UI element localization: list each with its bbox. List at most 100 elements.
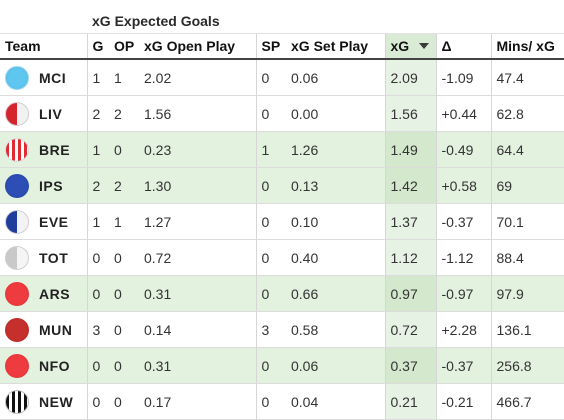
team-cell[interactable]: MCI <box>0 59 87 96</box>
cell-mins-per-xg: 136.1 <box>490 311 564 348</box>
table-row[interactable]: LIV 2 2 1.56 0 0.00 1.56 +0.44 62.8 <box>0 95 564 132</box>
team-badge-ips-icon <box>5 173 29 198</box>
team-badge-eve-icon <box>5 209 29 234</box>
cell-xg: 1.37 <box>384 203 436 240</box>
team-name: LIV <box>39 105 63 122</box>
cell-delta: -0.37 <box>435 203 491 240</box>
cell-xg-open-play: 0.72 <box>139 239 256 276</box>
cell-xg-open-play: 0.31 <box>139 347 256 384</box>
cell-xg-open-play: 1.56 <box>139 95 256 132</box>
sort-down-arrow-icon[interactable] <box>419 43 430 50</box>
cell-delta: +2.28 <box>435 311 491 348</box>
table-row[interactable]: NFO 0 0 0.31 0 0.06 0.37 -0.37 256.8 <box>0 347 564 384</box>
cell-xg-set-play: 0.06 <box>286 59 385 96</box>
team-cell[interactable]: NEW <box>0 383 87 420</box>
cell-sp: 0 <box>255 347 286 384</box>
team-badge-tot-icon <box>5 245 29 270</box>
cell-delta: -0.21 <box>435 383 491 420</box>
cell-sp: 0 <box>255 383 286 420</box>
cell-g: 0 <box>86 347 109 384</box>
team-name: BRE <box>39 141 71 158</box>
team-name: ARS <box>39 285 71 302</box>
team-name: TOT <box>39 249 69 266</box>
table-row[interactable]: EVE 1 1 1.27 0 0.10 1.37 -0.37 70.1 <box>0 203 564 240</box>
cell-xg-open-play: 1.30 <box>139 167 256 204</box>
cell-xg-set-play: 1.26 <box>286 131 385 168</box>
table-row[interactable]: IPS 2 2 1.30 0 0.13 1.42 +0.58 69 <box>0 167 564 204</box>
cell-g: 2 <box>86 167 109 204</box>
cell-xg-open-play: 0.31 <box>139 275 256 312</box>
cell-xg-set-play: 0.04 <box>286 383 385 420</box>
cell-xg-set-play: 0.40 <box>286 239 385 276</box>
team-cell[interactable]: TOT <box>0 239 87 276</box>
cell-g: 1 <box>86 59 109 96</box>
table-row[interactable]: TOT 0 0 0.72 0 0.40 1.12 -1.12 88.4 <box>0 239 564 276</box>
team-name: MCI <box>39 69 67 86</box>
team-name: MUN <box>39 321 73 338</box>
team-cell[interactable]: NFO <box>0 347 87 384</box>
cell-sp: 0 <box>255 239 286 276</box>
cell-delta: -1.12 <box>435 239 491 276</box>
column-header-xg[interactable]: xG <box>384 33 436 60</box>
column-header-xg-open-play[interactable]: xG Open Play <box>139 33 256 60</box>
cell-op: 0 <box>109 311 139 348</box>
cell-sp: 0 <box>255 59 286 96</box>
group-header-xg-expected-goals: xG Expected Goals <box>92 13 220 29</box>
cell-xg-set-play: 0.06 <box>286 347 385 384</box>
cell-g: 2 <box>86 95 109 132</box>
column-header-delta[interactable]: Δ <box>435 33 491 60</box>
team-cell[interactable]: ARS <box>0 275 87 312</box>
column-group-header-row: xG Expected Goals <box>0 0 564 34</box>
cell-sp: 0 <box>255 275 286 312</box>
column-header-team[interactable]: Team <box>0 33 87 60</box>
cell-xg-set-play: 0.66 <box>286 275 385 312</box>
table-row[interactable]: MUN 3 0 0.14 3 0.58 0.72 +2.28 136.1 <box>0 311 564 348</box>
team-cell[interactable]: IPS <box>0 167 87 204</box>
cell-op: 0 <box>109 347 139 384</box>
cell-mins-per-xg: 47.4 <box>490 59 564 96</box>
cell-xg: 2.09 <box>384 59 436 96</box>
cell-delta: +0.44 <box>435 95 491 132</box>
column-header-sp[interactable]: SP <box>255 33 286 60</box>
team-name: NEW <box>39 393 74 410</box>
team-badge-mci-icon <box>5 65 29 90</box>
cell-op: 0 <box>109 275 139 312</box>
cell-xg-open-play: 0.23 <box>139 131 256 168</box>
table-row[interactable]: MCI 1 1 2.02 0 0.06 2.09 -1.09 47.4 <box>0 59 564 96</box>
cell-mins-per-xg: 88.4 <box>490 239 564 276</box>
cell-xg-set-play: 0.00 <box>286 95 385 132</box>
team-cell[interactable]: EVE <box>0 203 87 240</box>
team-cell[interactable]: MUN <box>0 311 87 348</box>
table-row[interactable]: NEW 0 0 0.17 0 0.04 0.21 -0.21 466.7 <box>0 383 564 420</box>
cell-g: 1 <box>86 203 109 240</box>
cell-op: 0 <box>109 239 139 276</box>
cell-delta: +0.58 <box>435 167 491 204</box>
table-row[interactable]: ARS 0 0 0.31 0 0.66 0.97 -0.97 97.9 <box>0 275 564 312</box>
column-header-g[interactable]: G <box>86 33 109 60</box>
cell-delta: -1.09 <box>435 59 491 96</box>
cell-xg: 0.37 <box>384 347 436 384</box>
column-header-xg-set-play[interactable]: xG Set Play <box>286 33 385 60</box>
cell-sp: 3 <box>255 311 286 348</box>
cell-sp: 1 <box>255 131 286 168</box>
team-cell[interactable]: LIV <box>0 95 87 132</box>
team-badge-nfo-icon <box>5 353 29 378</box>
cell-op: 1 <box>109 59 139 96</box>
cell-xg: 0.21 <box>384 383 436 420</box>
team-badge-bre-icon <box>5 137 29 162</box>
table-row[interactable]: BRE 1 0 0.23 1 1.26 1.49 -0.49 64.4 <box>0 131 564 168</box>
cell-mins-per-xg: 62.8 <box>490 95 564 132</box>
column-header-op[interactable]: OP <box>109 33 139 60</box>
cell-g: 0 <box>86 275 109 312</box>
cell-delta: -0.97 <box>435 275 491 312</box>
team-cell[interactable]: BRE <box>0 131 87 168</box>
cell-sp: 0 <box>255 167 286 204</box>
cell-xg-open-play: 1.27 <box>139 203 256 240</box>
column-header-mins-per-xg[interactable]: Mins/ xG <box>490 33 564 60</box>
cell-sp: 0 <box>255 95 286 132</box>
cell-xg-open-play: 2.02 <box>139 59 256 96</box>
team-name: NFO <box>39 357 71 374</box>
cell-mins-per-xg: 69 <box>490 167 564 204</box>
team-name: IPS <box>39 177 64 194</box>
